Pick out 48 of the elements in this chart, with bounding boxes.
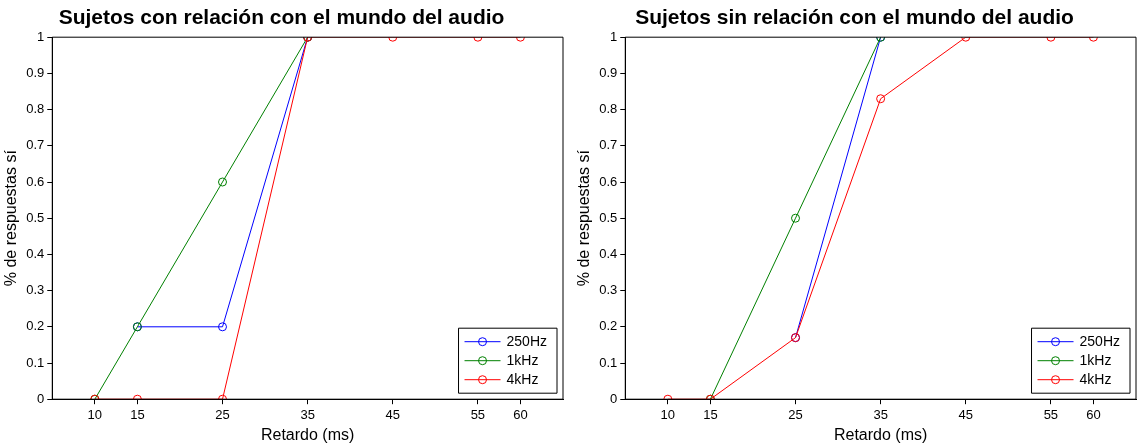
y-tick-label: 0.5 — [599, 209, 618, 225]
x-tick-label: 60 — [1086, 406, 1101, 422]
y-tick-label: 0.4 — [26, 245, 45, 261]
y-tick-label: 0.2 — [26, 318, 45, 334]
x-axis-title: Retardo (ms) — [260, 425, 355, 443]
y-tick-label: 0.7 — [599, 137, 618, 153]
y-tick-label: 0.8 — [599, 101, 618, 117]
y-tick-label: 0.3 — [26, 282, 45, 298]
legend-label: 250Hz — [506, 332, 547, 349]
chart-title: Sujetos sin relación con el mundo del audio — [635, 5, 1074, 29]
x-tick-label: 25 — [788, 406, 803, 422]
x-tick-label: 45 — [385, 406, 400, 422]
y-tick-label: 0.2 — [599, 318, 618, 334]
y-tick-label: 0 — [610, 390, 618, 406]
x-tick-label: 45 — [958, 406, 973, 422]
y-tick-label: 0.4 — [599, 245, 618, 261]
x-tick-label: 60 — [513, 406, 528, 422]
x-tick-label: 55 — [1043, 406, 1059, 422]
x-tick-label: 15 — [130, 406, 145, 422]
legend-label: 4kHz — [1079, 370, 1112, 387]
y-tick-label: 0.1 — [26, 354, 45, 370]
x-tick-label: 25 — [215, 406, 230, 422]
legend-label: 1kHz — [1079, 351, 1112, 368]
x-tick-label: 55 — [470, 406, 486, 422]
y-tick-label: 0.6 — [26, 173, 45, 189]
y-axis-title: % de respuestas sí — [575, 149, 593, 287]
y-tick-label: 0.9 — [26, 64, 45, 80]
y-tick-label: 0.5 — [26, 209, 45, 225]
y-tick-label: 0 — [37, 390, 45, 406]
x-tick-label: 35 — [300, 406, 315, 422]
y-tick-label: 1 — [37, 28, 45, 44]
y-tick-label: 0.7 — [26, 137, 45, 153]
x-tick-label: 10 — [660, 406, 676, 422]
y-tick-label: 1 — [610, 28, 618, 44]
legend-label: 250Hz — [1079, 332, 1120, 349]
legend-label: 4kHz — [506, 370, 539, 387]
legend-label: 1kHz — [506, 351, 539, 368]
y-tick-label: 0.3 — [599, 282, 618, 298]
chart-title: Sujetos con relación con el mundo del audio — [58, 5, 505, 29]
y-axis-title: % de respuestas sí — [2, 149, 20, 287]
y-tick-label: 0.9 — [599, 64, 618, 80]
x-tick-label: 15 — [703, 406, 718, 422]
y-tick-label: 0.8 — [26, 101, 45, 117]
y-tick-label: 0.6 — [599, 173, 618, 189]
x-tick-label: 10 — [87, 406, 103, 422]
x-tick-label: 35 — [873, 406, 888, 422]
x-axis-title: Retardo (ms) — [833, 425, 928, 443]
y-tick-label: 0.1 — [599, 354, 618, 370]
